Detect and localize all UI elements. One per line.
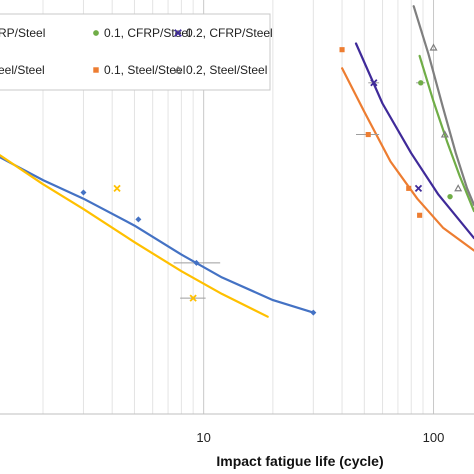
- x-tick-labels: 10 100: [196, 430, 444, 445]
- legend-label: eel/Steel: [0, 63, 45, 77]
- legend-marker: [93, 30, 99, 36]
- data-point: [429, 43, 438, 51]
- legend-box: [0, 13, 271, 91]
- fit-curve: [0, 154, 269, 318]
- error-bars: [173, 82, 426, 299]
- legend-marker: [93, 67, 99, 73]
- data-point: [365, 132, 371, 138]
- data-point: [193, 259, 200, 266]
- fit-curve: [412, 5, 474, 206]
- data-point: [406, 185, 412, 191]
- legend-label: 0.2, CFRP/Steel: [186, 26, 273, 40]
- legend-marker: [174, 29, 182, 37]
- legend-label: RP/Steel: [0, 26, 45, 40]
- data-point: [339, 47, 345, 53]
- fit-curve: [354, 42, 474, 240]
- legend-label: 0.1, Steel/Steel: [104, 63, 185, 77]
- data-point: [447, 193, 453, 200]
- legend-label: 0.1, CFRP/Steel: [104, 26, 191, 40]
- data-point: [189, 294, 197, 302]
- data-point: [417, 212, 423, 218]
- data-points: [80, 43, 463, 316]
- data-point: [440, 130, 449, 138]
- data-point: [454, 184, 463, 192]
- fit-curve: [341, 67, 474, 252]
- x-tick-label: 100: [423, 430, 445, 445]
- fit-curve: [0, 156, 315, 314]
- data-point: [113, 184, 121, 193]
- fit-curve: [418, 54, 474, 213]
- legend-label: 0.2, Steel/Steel: [186, 63, 267, 77]
- data-point: [310, 309, 317, 316]
- legend-marker: [173, 65, 183, 74]
- x-tick-label: 10: [196, 430, 210, 445]
- data-point: [418, 80, 424, 86]
- data-point: [80, 189, 87, 196]
- data-point: [414, 184, 423, 193]
- data-point: [370, 79, 378, 87]
- data-point: [135, 216, 142, 223]
- x-axis-label: Impact fatigue life (cycle): [216, 453, 383, 469]
